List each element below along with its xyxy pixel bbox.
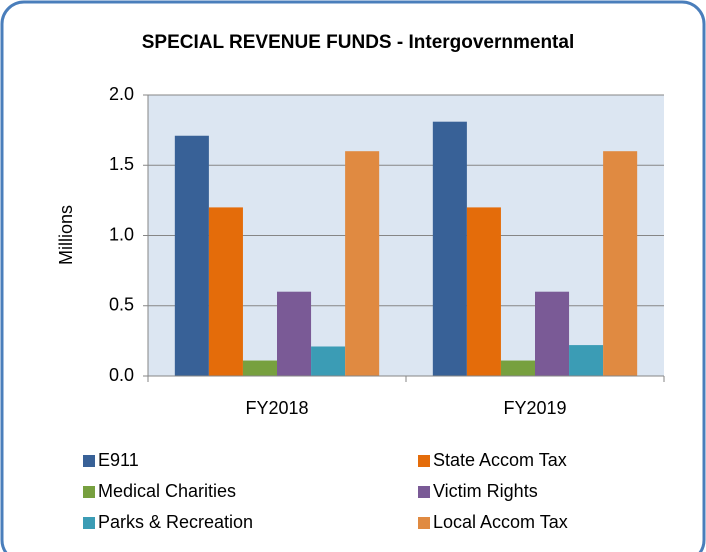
bar xyxy=(466,207,501,376)
bar xyxy=(174,135,209,376)
bar xyxy=(569,345,604,376)
bar xyxy=(311,346,346,376)
bar xyxy=(500,360,535,376)
legend-swatch xyxy=(418,455,430,467)
y-tick-label: 1.0 xyxy=(109,224,134,244)
y-tick-label: 2.0 xyxy=(109,84,134,104)
legend-label: Victim Rights xyxy=(433,481,538,501)
y-tick-label: 1.5 xyxy=(109,154,134,174)
bar xyxy=(345,151,380,376)
legend-label: Local Accom Tax xyxy=(433,512,568,532)
legend-label: Parks & Recreation xyxy=(98,512,253,532)
bar xyxy=(535,291,570,376)
x-tick-label: FY2019 xyxy=(503,398,566,418)
chart-title: SPECIAL REVENUE FUNDS - Intergovernmenta… xyxy=(142,32,575,53)
bar xyxy=(603,151,638,376)
bar xyxy=(432,121,467,376)
legend-swatch xyxy=(83,455,95,467)
bar xyxy=(277,291,312,376)
y-axis-label: Millions xyxy=(56,205,76,265)
x-tick-label: FY2018 xyxy=(245,398,308,418)
legend-label: E911 xyxy=(98,450,139,470)
y-tick-label: 0.5 xyxy=(109,295,134,315)
legend-swatch xyxy=(418,486,430,498)
legend-swatch xyxy=(418,517,430,529)
y-tick-label: 0.0 xyxy=(109,365,134,385)
bar xyxy=(208,207,243,376)
legend-swatch xyxy=(83,517,95,529)
legend-label: State Accom Tax xyxy=(433,450,567,470)
bar xyxy=(242,360,277,376)
legend-label: Medical Charities xyxy=(98,481,236,501)
legend-swatch xyxy=(83,486,95,498)
